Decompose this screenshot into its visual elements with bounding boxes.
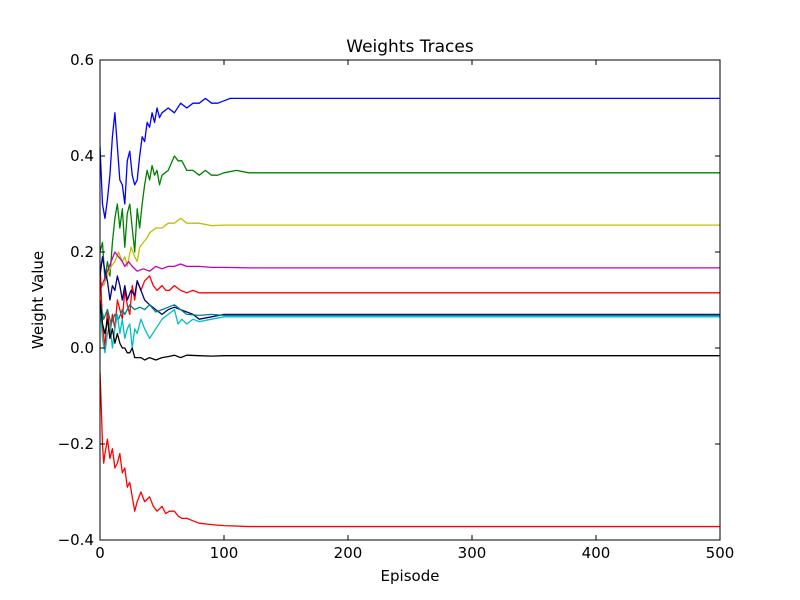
y-axis-ticks: −0.4 −0.2 0.0 0.2 0.4 0.6 [58, 51, 720, 549]
series-line-green [100, 155, 720, 282]
x-axis-ticks: 0 100 200 300 400 500 [95, 60, 734, 562]
series-line-red-lower [100, 371, 720, 528]
x-tick-label-3: 300 [458, 544, 487, 562]
x-tick-label-0: 0 [95, 544, 105, 562]
y-axis-label: Weight Value [29, 251, 47, 349]
series-line-blue [100, 97, 720, 220]
x-tick-label-5: 500 [706, 544, 735, 562]
y-tick-label-1: −0.2 [58, 435, 94, 453]
y-tick-label-0: −0.4 [58, 531, 94, 549]
x-tick-label-4: 400 [582, 544, 611, 562]
x-axis-label: Episode [381, 567, 440, 585]
y-tick-label-2: 0.0 [70, 339, 94, 357]
series-line-magenta [100, 251, 720, 291]
series-line-teal [100, 299, 720, 325]
series-line-red [100, 261, 720, 349]
series-line-black [100, 299, 720, 361]
y-tick-label-3: 0.2 [70, 243, 94, 261]
series-line-yellow [100, 217, 720, 287]
chart-title: Weights Traces [346, 37, 474, 57]
series-group [100, 97, 720, 528]
plot-frame [99, 59, 721, 541]
plot-area [99, 59, 721, 541]
y-tick-label-4: 0.4 [70, 147, 94, 165]
y-tick-label-5: 0.6 [70, 51, 94, 69]
x-tick-label-1: 100 [210, 544, 239, 562]
x-tick-label-2: 200 [334, 544, 363, 562]
